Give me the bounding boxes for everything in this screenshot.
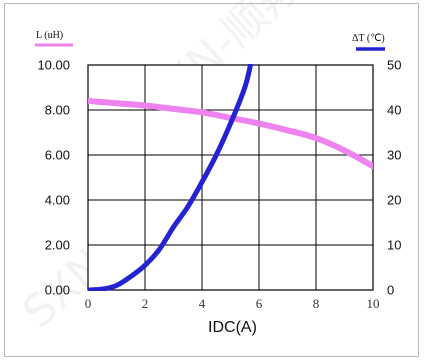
legend-label-temperature: ΔT (℃) xyxy=(352,33,385,44)
y-left-tick-label: 6.00 xyxy=(45,148,70,163)
y-right-tick-label: 10 xyxy=(387,238,401,253)
x-tick-label: 6 xyxy=(256,296,263,311)
y-right-tick-label: 50 xyxy=(387,58,401,73)
x-tick-label: 8 xyxy=(313,296,320,311)
x-tick-label: 4 xyxy=(199,296,206,311)
x-tick-label: 10 xyxy=(367,296,380,311)
plot-border xyxy=(87,64,374,291)
plot-area xyxy=(88,65,373,290)
x-axis-title: IDC(A) xyxy=(208,319,257,336)
x-tick-label: 2 xyxy=(142,296,149,311)
y-left-tick-label: 2.00 xyxy=(45,238,70,253)
y-left-tick-label: 10.00 xyxy=(37,58,70,73)
y-left-tick-label: 0.00 xyxy=(45,283,70,298)
legend-label-inductance: L (uH) xyxy=(36,30,63,41)
y-right-tick-label: 30 xyxy=(387,148,401,163)
y-right-tick-label: 40 xyxy=(387,103,401,118)
x-tick-label: 0 xyxy=(85,296,92,311)
y-right-tick-label: 0 xyxy=(387,283,394,298)
series-line-temperature xyxy=(88,64,253,291)
y-left-tick-label: 8.00 xyxy=(45,103,70,118)
y-left-tick-label: 4.00 xyxy=(45,193,70,208)
y-right-tick-label: 20 xyxy=(387,193,401,208)
